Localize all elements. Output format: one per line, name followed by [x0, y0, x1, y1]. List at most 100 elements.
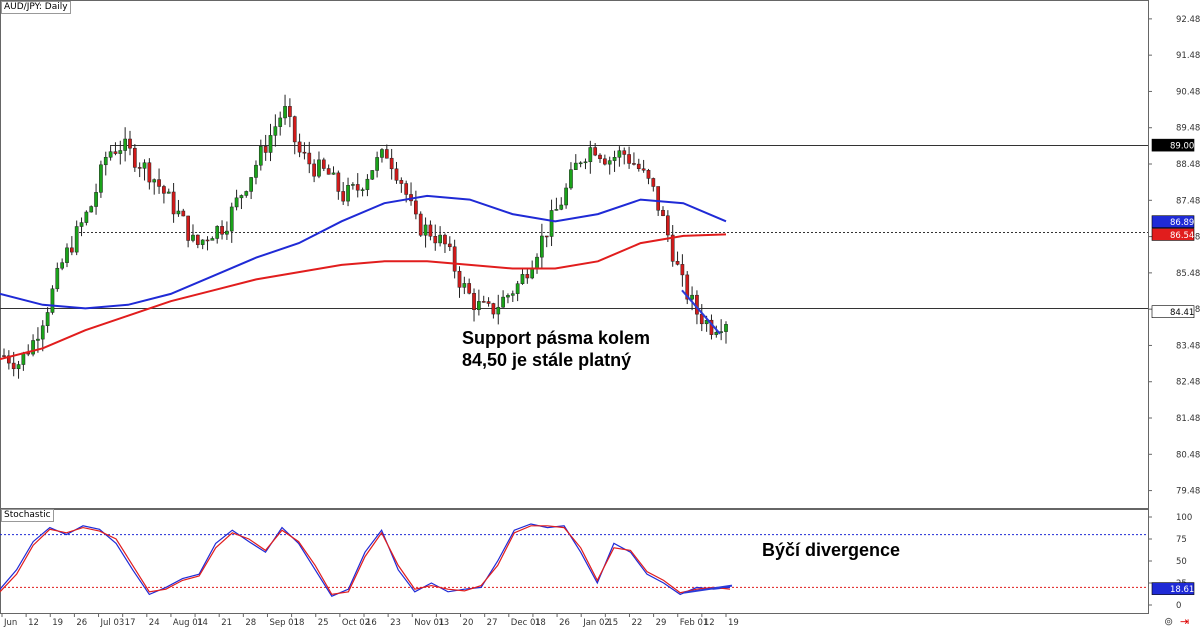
candle-body [423, 224, 428, 236]
stoch-tag-box [1151, 582, 1195, 595]
candle-body [603, 158, 607, 165]
price-tag-box [1151, 228, 1195, 241]
x-tick-label: Aug 01 [173, 618, 203, 628]
candle-body [99, 164, 103, 193]
candle-body [346, 185, 350, 202]
candle-body [578, 162, 583, 165]
candle-body [656, 186, 661, 211]
candle-body [351, 184, 355, 186]
price-tag-box [1151, 138, 1195, 152]
x-tick-label: 13 [438, 618, 449, 628]
price-tag-89.00: 89.00 [1151, 138, 1195, 152]
stoch-value-tag: 18.61 [1151, 582, 1195, 595]
candle-body [651, 178, 656, 187]
candle-body [288, 106, 292, 117]
candle-body [36, 338, 40, 341]
candle-body [31, 340, 35, 355]
candle-body [79, 222, 84, 227]
x-tick-label: 25 [318, 618, 329, 628]
candle-body [331, 172, 336, 175]
main-chart-title: AUD/JPY: Daily [1, 1, 71, 14]
candle-body [210, 238, 215, 241]
candle-body [360, 189, 365, 191]
x-tick-label: 24 [149, 618, 160, 628]
moving-average-0 [0, 194, 727, 310]
candle-body [646, 169, 651, 179]
candle-body [632, 163, 636, 165]
y-tick-label: 85.48 [1176, 269, 1200, 279]
arrow-right-icon[interactable]: ⇥ [1180, 615, 1190, 628]
y-tick-label: 88.48 [1176, 160, 1200, 170]
stoch-tick-label: 100 [1176, 513, 1192, 523]
candle-body [481, 301, 486, 303]
candle-body [215, 226, 220, 239]
stoch-tick-label: 75 [1176, 535, 1187, 545]
candle-body [472, 292, 476, 311]
candle-body [205, 239, 210, 242]
x-tick-label: Jun [3, 618, 17, 628]
candle-body [486, 301, 491, 304]
candle-body [336, 172, 341, 192]
candle-body [675, 261, 680, 265]
x-tick-label: 14 [197, 618, 208, 628]
divergence-trendline [683, 584, 733, 594]
candle-body [118, 150, 123, 154]
candle-body [152, 179, 157, 183]
x-tick-label: 19 [728, 618, 739, 628]
x-tick-label: 28 [245, 618, 256, 628]
candle-body [162, 186, 166, 194]
candle-body [685, 274, 690, 300]
candle-body [666, 215, 670, 236]
candle-body [690, 294, 694, 300]
candle-body [559, 204, 564, 210]
candle-body [239, 195, 244, 199]
candle-body [583, 161, 588, 164]
x-tick-label: Feb 01 [680, 618, 709, 628]
candle-body [60, 262, 64, 269]
stoch-tick-label: 50 [1176, 557, 1187, 567]
candle-body [108, 151, 113, 158]
x-tick-label: 26 [559, 618, 570, 628]
y-tick-label: 79.48 [1176, 487, 1200, 497]
candle-body [365, 178, 370, 190]
candle-body [6, 355, 11, 364]
candle-body [128, 138, 132, 149]
candle-body [670, 234, 675, 262]
candle-body [2, 355, 6, 357]
candle-body [452, 246, 457, 272]
y-tick-label: 87.48 [1176, 196, 1200, 206]
x-tick-label: 18 [294, 618, 305, 628]
x-tick-label: 12 [704, 618, 715, 628]
candle-body [443, 234, 447, 245]
candle-body [234, 197, 239, 208]
candle-body [622, 150, 627, 155]
candle-body [195, 234, 200, 245]
support-annotation: Support pásma kolem 84,50 je stále platn… [462, 328, 651, 370]
y-tick-label: 89.48 [1176, 124, 1200, 134]
x-tick-label: Dec 01 [511, 618, 541, 628]
candle-body [292, 116, 297, 143]
candle-body [389, 157, 394, 170]
candle-body [40, 325, 45, 340]
candle-body [418, 213, 423, 236]
candle-body [535, 256, 539, 269]
candle-body [375, 157, 379, 171]
candle-body [593, 147, 598, 156]
candle-body [113, 151, 118, 154]
candle-body [714, 332, 719, 335]
stoch-line-1 [0, 525, 731, 596]
x-tick-label: 19 [52, 618, 63, 628]
price-trendline [681, 289, 721, 335]
candle-body [598, 154, 602, 160]
price-tag-label: 84.41 [1170, 308, 1194, 318]
candle-body [447, 243, 452, 248]
price-tag-label: 89.00 [1170, 142, 1194, 152]
candle-body [74, 226, 79, 253]
candle-body [428, 224, 433, 237]
y-tick-label: 82.48 [1176, 378, 1200, 388]
expand-icon[interactable]: ⊚ [1164, 615, 1174, 628]
x-tick-label: Nov 01 [414, 618, 444, 628]
candle-body [569, 169, 573, 189]
candle-body [384, 149, 389, 159]
